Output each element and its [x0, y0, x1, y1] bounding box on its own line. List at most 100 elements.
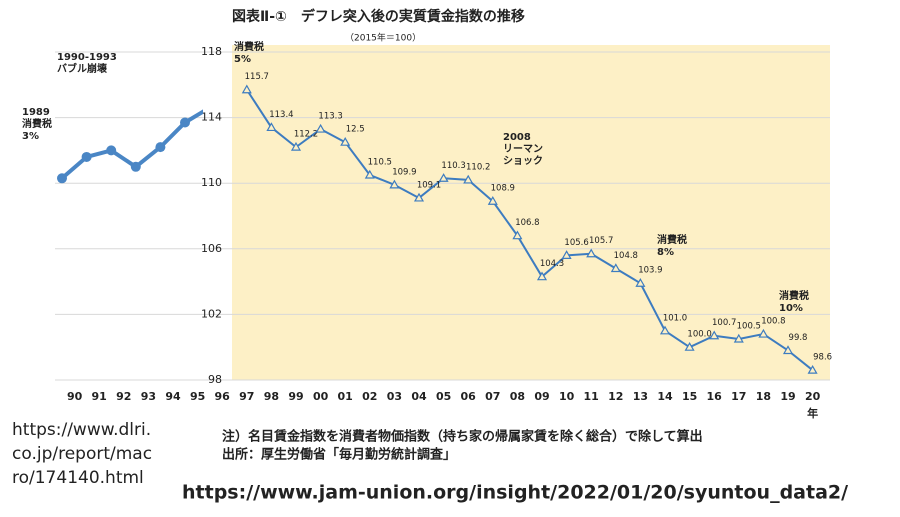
point: [782, 345, 794, 355]
annotation: 消費税: [22, 117, 52, 130]
x-tick-label: 05: [436, 390, 451, 403]
data-label: 98.6: [813, 353, 832, 363]
x-tick-label: 03: [387, 390, 402, 403]
annotation: 10%: [779, 303, 803, 314]
point: [81, 151, 92, 162]
annotation: 消費税: [657, 233, 687, 246]
x-tick-label: 94: [165, 390, 181, 403]
x-tick-label: 97: [239, 390, 254, 403]
x-tick-label: 11: [584, 390, 599, 403]
y-tick-label: 98: [208, 373, 222, 386]
x-tick-label: 06: [461, 390, 477, 403]
point: [290, 141, 302, 151]
x-tick-label: 12: [608, 390, 623, 403]
data-label: 108.9: [491, 184, 515, 194]
x-unit-label: 年: [807, 406, 818, 420]
data-label: 110.3: [441, 161, 465, 171]
x-tick-label: 98: [264, 390, 279, 403]
annotation: 2008: [503, 132, 531, 143]
x-tick-label: 92: [116, 390, 131, 403]
x-tick-label: 14: [657, 390, 673, 403]
source-url: https://www.dlri.: [12, 420, 151, 440]
point: [807, 364, 818, 374]
point: [57, 173, 67, 184]
point: [536, 271, 548, 281]
y-tick-label: 106: [201, 242, 222, 255]
line: [245, 89, 814, 371]
point: [389, 179, 400, 189]
data-label: 110.2: [466, 162, 490, 172]
point: [106, 145, 117, 156]
series: [245, 89, 814, 371]
series: [57, 109, 203, 184]
x-tick-label: 04: [411, 390, 427, 403]
point: [364, 169, 375, 179]
x-tick-label: 91: [92, 390, 107, 403]
data-label: 99.8: [789, 333, 808, 343]
y-tick-label: 110: [201, 176, 222, 189]
x-tick-label: 08: [510, 390, 525, 403]
y-tick-label: 114: [201, 111, 222, 124]
point: [241, 84, 252, 94]
note: 注）名目賃金指数を消費者物価指数（持ち家の帰属家賃を除く総合）で除して算出: [222, 429, 703, 445]
annotation: バブル崩壊: [57, 62, 108, 75]
data-label: 110.5: [368, 158, 392, 168]
x-tick-label: 00: [313, 390, 329, 403]
x-tick-label: 15: [682, 390, 697, 403]
data-label: 100.8: [761, 317, 785, 327]
chart-subtitle: （2015年＝100）: [345, 32, 421, 44]
data-label: 100.7: [712, 318, 736, 328]
annotation: 3%: [22, 131, 39, 142]
data-label: 112.2: [294, 130, 318, 140]
chart-title: 図表Ⅱ-① デフレ突入後の実質賃金指数の推移: [232, 8, 525, 25]
x-tick-label: 96: [215, 390, 231, 403]
x-tick-label: 09: [534, 390, 549, 403]
point: [659, 325, 671, 335]
x-tick-label: 95: [190, 390, 205, 403]
point: [733, 333, 744, 343]
y-tick-label: 102: [201, 307, 222, 320]
point: [684, 341, 695, 351]
x-tick-label: 13: [633, 390, 648, 403]
annotation: 1989: [22, 107, 50, 118]
plot-background: [232, 45, 830, 380]
annotation: リーマン: [503, 143, 543, 155]
point: [758, 328, 769, 338]
point: [315, 123, 326, 133]
x-tick-label: 99: [288, 390, 303, 403]
data-label: 106.8: [515, 218, 539, 228]
point: [635, 278, 646, 287]
data-label: 101.0: [663, 313, 687, 323]
point: [610, 263, 621, 273]
data-label: 115.7: [245, 72, 269, 82]
data-label: 100.0: [687, 330, 711, 340]
y-tick-label: 118: [201, 45, 222, 58]
source-url: ro/174140.html: [12, 468, 144, 488]
x-tick-label: 02: [362, 390, 377, 403]
point: [709, 330, 720, 340]
annotation: 8%: [657, 247, 674, 258]
annotation: 消費税: [234, 40, 264, 53]
x-tick-label: 19: [780, 390, 795, 403]
x-tick-label: 01: [338, 390, 353, 403]
point: [586, 248, 597, 258]
x-tick-label: 10: [559, 390, 575, 403]
point: [266, 122, 277, 132]
x-tick-label: 20: [805, 390, 821, 403]
point: [512, 230, 523, 240]
point: [561, 250, 572, 259]
x-tick-label: 90: [67, 390, 83, 403]
data-label: 113.4: [269, 110, 293, 120]
point: [155, 142, 166, 153]
point: [413, 192, 425, 202]
annotation: ショック: [503, 155, 543, 167]
annotation: 1990-1993: [57, 52, 117, 63]
point: [340, 136, 351, 146]
x-tick-label: 93: [141, 390, 156, 403]
point: [487, 196, 498, 205]
data-label: 103.9: [638, 266, 662, 276]
point: [130, 161, 141, 172]
data-label: 100.5: [737, 322, 761, 332]
data-label: 12.5: [346, 125, 365, 135]
